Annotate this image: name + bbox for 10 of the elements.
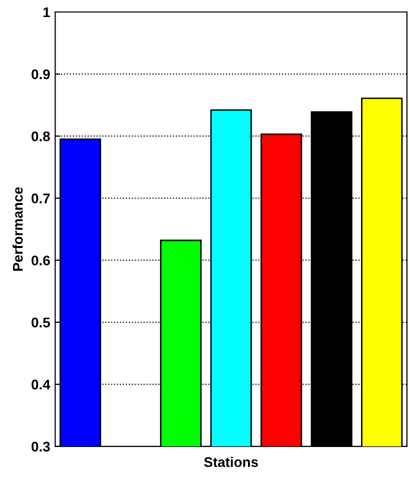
y-tick-label: 0.9 — [32, 69, 50, 80]
y-tick-label: 0.5 — [32, 318, 50, 328]
y-tick-label: 0.7 — [32, 194, 50, 204]
y-tick-label: 1 — [44, 7, 50, 18]
y-tick-label: 0.8 — [32, 131, 50, 142]
x-axis-title: Stations — [204, 456, 258, 468]
y-axis-title: Performance — [12, 187, 23, 271]
y-tick-label: 0.6 — [32, 256, 50, 266]
y-tick-label: 0.3 — [32, 442, 50, 452]
y-tick-label: 0.4 — [32, 380, 50, 390]
